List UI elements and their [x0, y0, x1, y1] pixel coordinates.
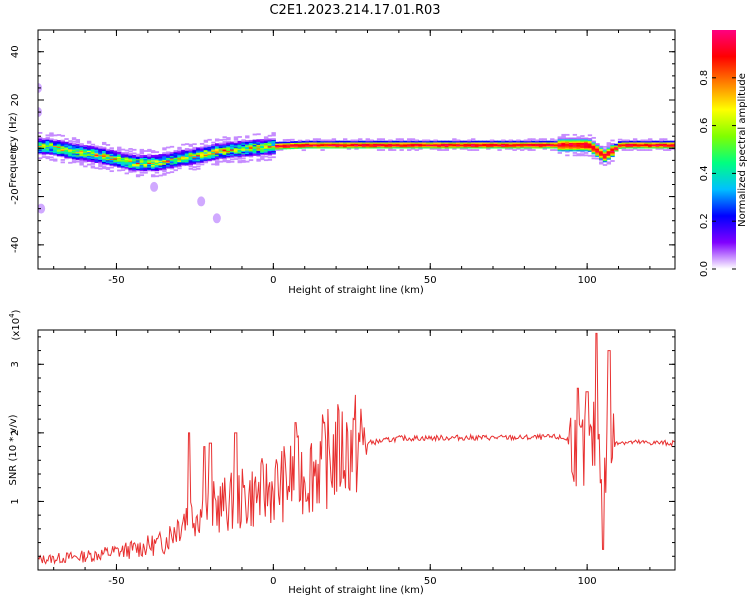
- snr-x-axis-label: Height of straight line (km): [288, 585, 424, 596]
- snr-frame: [37, 329, 676, 571]
- colorbar-tick-label: 0.8: [699, 70, 710, 86]
- exponent-close: ): [11, 309, 22, 313]
- spectrogram-panel: -50 0 50 100 -40 -20 0 20 40 Height of straight …: [8, 29, 676, 296]
- figure-title: C2E1.2023.214.17.01.R03: [269, 3, 440, 18]
- spectrogram-x-tick-label: 50: [424, 275, 437, 286]
- exponent-base: (x10: [11, 318, 22, 341]
- spectrogram-heatmap: [38, 82, 675, 224]
- snr-x-tick-label: 0: [270, 576, 276, 587]
- spectrogram-blob: [197, 196, 206, 207]
- colorbar: 0.0 0.2 0.4 0.6 0.8 Normalized spectral ampl…: [699, 30, 748, 277]
- snr-y-tick-label: 2: [10, 430, 21, 436]
- colorbar-tick-label: 0.2: [699, 213, 710, 229]
- snr-x-tick-label: -50: [108, 576, 124, 587]
- spectrogram-y-tick-label: 40: [10, 45, 21, 58]
- spectrogram-blob: [150, 181, 159, 192]
- spectrogram-x-axis-label: Height of straight line (km): [288, 285, 424, 296]
- spectrogram-ticks: -50 0 50 100 -40 -20 0 20 40: [10, 30, 675, 286]
- spectrogram-y-axis-label: Frequency (Hz): [8, 112, 19, 188]
- spectrogram-x-tick-label: 0: [270, 275, 276, 286]
- spectrogram-x-tick-label: 100: [578, 275, 597, 286]
- snr-y-tick-label: 1: [10, 498, 21, 504]
- spectrogram-blob: [212, 213, 221, 224]
- colorbar-ticks: 0.0 0.2 0.4 0.6 0.8: [699, 70, 736, 277]
- spectrogram-blob: [38, 203, 46, 214]
- svg-text:(x104): (x104): [8, 309, 22, 340]
- colorbar-tick-label: 0.6: [699, 118, 710, 134]
- snr-x-tick-label: 100: [578, 576, 597, 587]
- snr-y-tick-label: 3: [10, 361, 21, 367]
- snr-series-line: [38, 332, 675, 565]
- snr-panel: -50 0 50 100 1 2 3 Height of straight line (km…: [8, 309, 676, 596]
- snr-x-tick-label: 50: [424, 576, 437, 587]
- snr-ticks: -50 0 50 100 1 2 3: [10, 330, 675, 587]
- snr-exponent-label: (x104): [8, 309, 22, 340]
- colorbar-tick-label: 0.4: [699, 165, 710, 181]
- snr-y-axis-label: SNR (10 * v/v): [8, 414, 19, 485]
- exponent-power: 4: [8, 313, 16, 318]
- spectrogram-x-tick-label: -50: [108, 275, 124, 286]
- colorbar-tick-label: 0.0: [699, 261, 710, 277]
- spectrogram-y-tick-label: -20: [10, 188, 21, 204]
- spectrogram-y-tick-label: 0: [10, 145, 21, 151]
- spectrogram-y-tick-label: 20: [10, 94, 21, 107]
- colorbar-label: Normalized spectral amplitude: [737, 73, 748, 227]
- spectrogram-frame: [37, 29, 676, 270]
- colorbar-gradient: [712, 30, 736, 269]
- spectrogram-y-tick-label: -40: [10, 237, 21, 253]
